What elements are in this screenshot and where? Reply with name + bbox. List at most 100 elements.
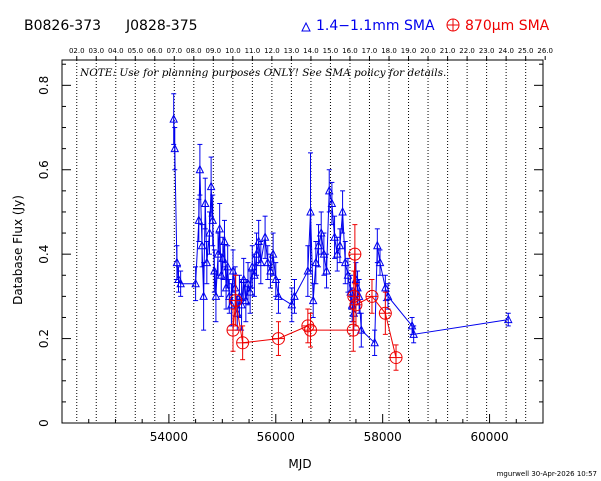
y-tick-label: 0.8 — [37, 76, 51, 95]
top-axis-tick-label: 18.0 — [381, 47, 397, 55]
data-point — [319, 249, 329, 258]
data-point — [271, 332, 285, 346]
legend-blue-label: 1.4−1.1mm SMA — [316, 18, 435, 34]
data-point — [308, 295, 318, 305]
data-point — [215, 223, 224, 233]
top-axis-tick-label: 03.0 — [88, 47, 104, 55]
data-point — [381, 282, 390, 292]
x-tick-label: 54000 — [150, 430, 188, 444]
top-axis-tick-label: 07.0 — [166, 47, 182, 55]
data-point — [375, 257, 385, 267]
data-point — [220, 236, 229, 245]
data-point — [266, 265, 275, 275]
data-point — [287, 299, 297, 309]
data-point — [340, 257, 350, 267]
y-tick-label: 0 — [37, 419, 51, 427]
top-axis-tick-label: 13.0 — [284, 47, 300, 55]
data-point — [169, 113, 179, 123]
gridlines — [76, 60, 527, 423]
y-tick-label: 0.4 — [37, 245, 51, 264]
data-point — [172, 257, 182, 267]
top-axis-tick-label: 17.0 — [362, 47, 378, 55]
data-point — [208, 215, 218, 224]
data-point — [263, 257, 273, 267]
data-point — [268, 249, 278, 258]
data-point — [194, 215, 204, 224]
top-axis-tick-label: 06.0 — [147, 47, 163, 55]
data-point — [211, 291, 221, 300]
data-point — [306, 206, 315, 216]
data-point — [290, 291, 299, 300]
data-point — [170, 143, 180, 153]
top-axis-tick-label: 02.0 — [69, 47, 85, 55]
top-axis-tick-label: 24.0 — [498, 47, 514, 55]
data-point — [349, 298, 363, 312]
top-axis-tick-label: 14.0 — [303, 47, 319, 55]
x-tick-label: 58000 — [364, 430, 402, 444]
y-tick-label: 0.6 — [37, 160, 51, 179]
data-point — [373, 240, 382, 250]
data-point — [200, 198, 210, 208]
y-axis-label: Database Flux (Jy) — [11, 195, 25, 305]
top-axis-tick-label: 05.0 — [127, 47, 143, 55]
data-point — [327, 198, 337, 208]
data-point — [223, 261, 232, 271]
data-point — [202, 257, 212, 267]
data-point — [370, 337, 379, 347]
footer-credit: mgurwell 30-Apr-2026 10:57 — [497, 470, 597, 478]
data-point — [324, 185, 334, 195]
data-point — [260, 232, 270, 241]
top-axis-tick-label: 11.0 — [245, 47, 261, 55]
data-point — [338, 206, 347, 216]
top-axis-tick-label: 23.0 — [479, 47, 495, 55]
data-point — [205, 227, 214, 237]
axis-ticks: 02.0 03.0 04.0 05.0 06.0 07.0 08.0 09.0 10.0 11.0… — [37, 47, 553, 444]
x-tick-label: 56000 — [257, 430, 295, 444]
data-point — [314, 240, 323, 250]
top-axis-tick-label: 08.0 — [186, 47, 202, 55]
data-point — [378, 306, 392, 320]
top-axis-tick-label: 21.0 — [440, 47, 456, 55]
top-axis-tick-label: 22.0 — [459, 47, 475, 55]
top-axis-tick-label: 26.0 — [537, 47, 553, 55]
legend-red-label: 870μm SMA — [465, 18, 550, 34]
data-point — [245, 287, 255, 296]
data-point — [348, 247, 362, 261]
data-point — [409, 329, 418, 338]
series-layer — [169, 93, 513, 371]
top-axis-tick-label: 20.0 — [420, 47, 436, 55]
series-blue — [169, 93, 513, 356]
top-axis-tick-label: 12.0 — [264, 47, 280, 55]
legend-triangle-icon — [301, 21, 311, 32]
source-b1950-label: B0826-373 — [24, 18, 101, 34]
data-point — [346, 323, 360, 337]
legend-red: 870μm SMA — [446, 18, 550, 34]
plot-frame — [61, 59, 544, 424]
legend-blue: 1.4−1.1mm SMA — [301, 18, 435, 34]
data-point — [199, 291, 208, 300]
planning-note: NOTE: Use for planning purposes ONLY! Se… — [79, 67, 446, 79]
source-j2000-label: J0828-375 — [125, 18, 198, 34]
series-red — [226, 224, 403, 371]
data-point — [256, 257, 266, 267]
data-point — [322, 265, 331, 275]
data-point — [206, 181, 216, 191]
data-point — [230, 282, 240, 292]
y-tick-label: 0.2 — [37, 329, 51, 348]
data-point — [335, 240, 345, 250]
x-axis-label: MJD — [288, 457, 311, 471]
data-point — [274, 291, 283, 300]
x-tick-label: 60000 — [470, 430, 508, 444]
data-point — [332, 249, 342, 258]
data-point — [195, 164, 205, 174]
data-point — [389, 351, 403, 365]
top-axis-tick-label: 19.0 — [401, 47, 417, 55]
top-axis-tick-label: 10.0 — [225, 47, 241, 55]
data-point — [311, 257, 321, 267]
data-point — [383, 291, 393, 300]
data-point — [304, 323, 318, 337]
top-axis-tick-label: 16.0 — [342, 47, 358, 55]
data-point — [503, 314, 513, 324]
top-axis-tick-label: 04.0 — [108, 47, 124, 55]
